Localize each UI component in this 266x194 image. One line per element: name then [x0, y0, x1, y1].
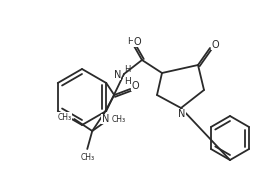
Text: O: O: [133, 37, 141, 47]
Text: N: N: [102, 114, 109, 124]
Text: CH₃: CH₃: [57, 113, 71, 121]
Text: O: O: [131, 81, 139, 91]
Text: H: H: [124, 77, 131, 87]
Text: H: H: [127, 37, 133, 47]
Text: N: N: [178, 109, 186, 119]
Text: N: N: [114, 70, 121, 80]
Text: CH₃: CH₃: [111, 114, 125, 124]
Text: H: H: [124, 64, 130, 74]
Text: O: O: [211, 40, 219, 50]
Text: CH₃: CH₃: [80, 152, 94, 161]
